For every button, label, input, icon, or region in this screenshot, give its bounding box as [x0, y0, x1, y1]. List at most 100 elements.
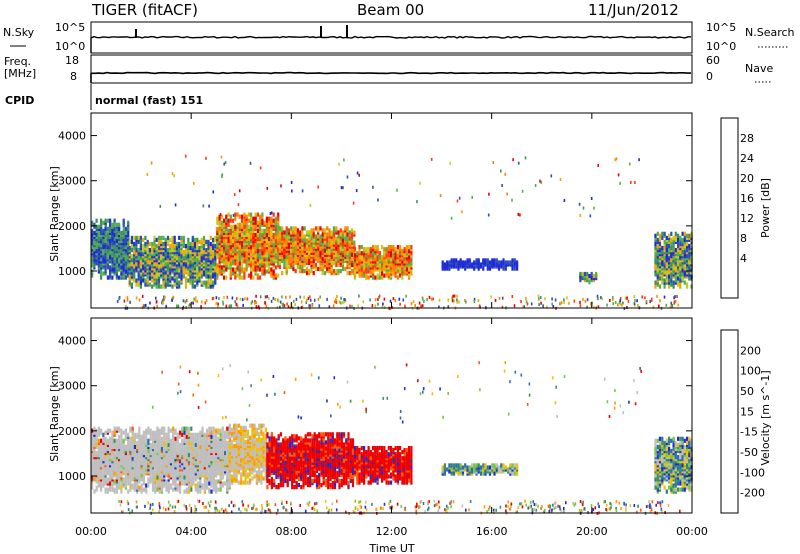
nsearch-tick-top: 10^5	[706, 21, 736, 34]
data-cell	[335, 269, 338, 274]
data-cell	[332, 269, 336, 274]
near-range-speckle	[609, 299, 611, 302]
near-range-speckle	[582, 297, 584, 301]
data-cell	[194, 483, 197, 488]
sparse-echo	[458, 196, 461, 200]
data-cell	[459, 258, 462, 263]
sparse-echo	[500, 169, 502, 173]
near-range-speckle	[438, 298, 441, 302]
data-cell	[274, 255, 277, 260]
near-range-speckle	[579, 304, 582, 308]
near-range-speckle	[231, 296, 234, 300]
data-cell	[236, 259, 239, 264]
data-cell	[281, 244, 284, 249]
data-cell	[156, 483, 159, 488]
data-cell	[136, 440, 139, 445]
data-cell	[346, 242, 349, 247]
data-cell	[183, 481, 186, 486]
data-cell	[369, 247, 372, 252]
sparse-echo	[193, 181, 195, 185]
data-cell	[314, 262, 318, 268]
data-cell	[308, 244, 311, 249]
data-cell	[100, 428, 103, 433]
data-cell	[165, 483, 168, 488]
near-range-speckle	[344, 298, 347, 302]
data-cell	[268, 247, 271, 252]
data-cell	[261, 247, 264, 252]
sparse-echo	[582, 206, 585, 210]
data-cell	[281, 271, 284, 276]
near-range-speckle	[539, 296, 542, 299]
data-cell	[115, 426, 118, 431]
data-cell	[128, 280, 131, 285]
data-cell	[182, 235, 185, 240]
sparse-echo	[372, 185, 374, 189]
data-cell	[330, 236, 333, 241]
data-cell	[663, 284, 666, 289]
sparse-echo	[524, 156, 527, 160]
data-cell	[205, 471, 209, 476]
near-range-speckle	[636, 299, 638, 303]
data-cell	[312, 232, 315, 237]
data-cell	[314, 266, 318, 272]
data-cell	[310, 228, 313, 233]
near-range-speckle	[404, 304, 406, 308]
data-cell	[173, 239, 176, 244]
data-cell	[142, 243, 145, 249]
sparse-echo	[233, 193, 236, 197]
data-cell	[385, 247, 388, 252]
cpid-label: CPID	[5, 94, 34, 107]
data-cell	[100, 247, 103, 252]
data-cell	[115, 232, 118, 237]
data-cell	[278, 238, 281, 243]
data-cell	[346, 244, 349, 249]
near-range-speckle	[623, 307, 626, 311]
data-cell	[106, 218, 109, 223]
data-cell	[350, 236, 354, 241]
data-cell	[146, 245, 149, 251]
data-cell	[243, 247, 246, 252]
data-cell	[174, 428, 177, 433]
near-range-speckle	[251, 300, 254, 304]
data-cell	[330, 240, 333, 245]
data-cell	[91, 269, 94, 274]
near-range-speckle	[266, 295, 269, 299]
data-cell	[319, 226, 322, 231]
data-cell	[142, 487, 145, 492]
data-cell	[401, 249, 404, 254]
data-cell	[145, 483, 148, 488]
data-cell	[312, 244, 315, 249]
data-cell	[137, 276, 140, 281]
data-cell	[227, 263, 230, 268]
near-range-speckle	[473, 300, 476, 303]
data-cell	[207, 280, 210, 285]
data-cell	[658, 248, 662, 253]
data-cell	[155, 284, 158, 289]
near-range-speckle	[612, 296, 614, 299]
near-range-speckle	[283, 304, 286, 308]
near-range-speckle	[287, 305, 290, 309]
data-cell	[220, 220, 223, 225]
data-cell	[681, 231, 684, 236]
data-cell	[178, 284, 181, 289]
data-cell	[128, 239, 131, 244]
data-cell	[285, 244, 288, 249]
data-cell	[335, 226, 338, 231]
near-range-speckle	[622, 301, 624, 305]
data-cell	[339, 269, 342, 274]
data-cell	[175, 278, 179, 283]
data-cell	[677, 248, 680, 253]
data-cell	[129, 446, 132, 452]
data-cell	[214, 268, 217, 273]
near-range-speckle	[244, 297, 246, 301]
data-cell	[285, 236, 288, 241]
data-cell	[326, 226, 329, 231]
data-cell	[138, 432, 141, 437]
sparse-echo	[614, 158, 616, 162]
data-cell	[133, 432, 136, 437]
data-cell	[160, 442, 164, 447]
data-cell	[164, 248, 167, 253]
near-range-speckle	[218, 297, 220, 301]
sparse-echo	[150, 161, 153, 165]
sparse-echo	[589, 214, 592, 218]
